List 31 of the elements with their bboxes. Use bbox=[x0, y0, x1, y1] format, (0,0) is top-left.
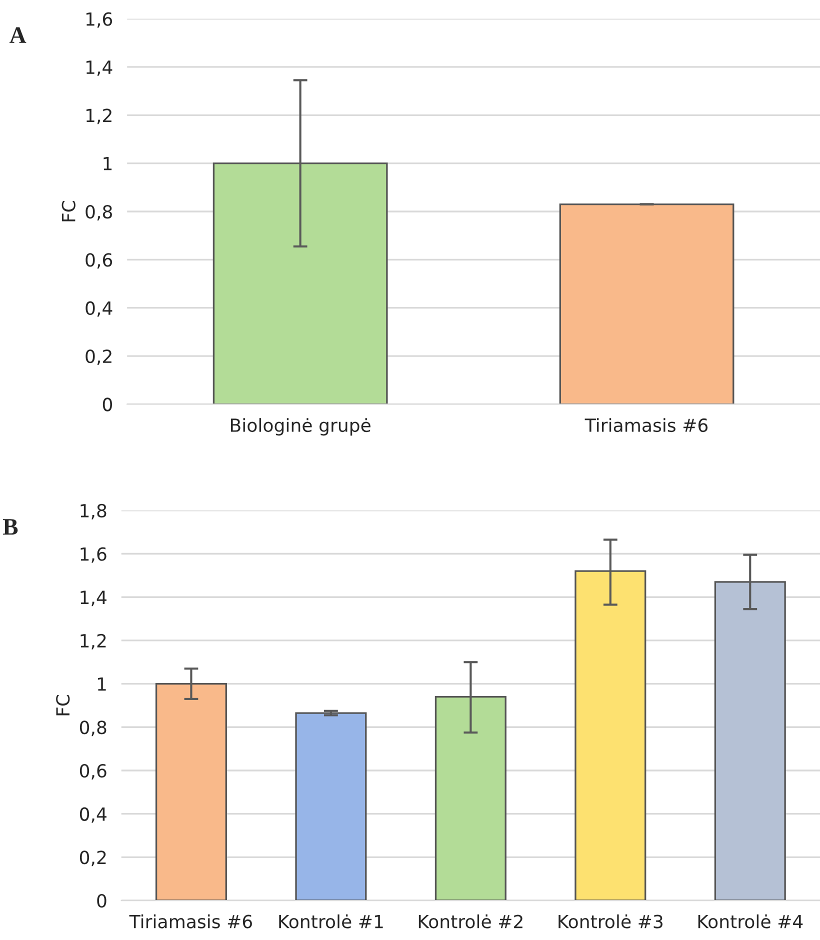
y-tick-label: 0,6 bbox=[86, 253, 112, 269]
x-tick-label: Kontrolė #2 bbox=[418, 914, 522, 928]
y-tick-label: 0,2 bbox=[86, 349, 112, 365]
x-tick-label: Tiriamasis #6 bbox=[129, 914, 252, 928]
x-tick-label: Kontrolė #4 bbox=[698, 914, 803, 928]
y-tick-label: 1 bbox=[98, 677, 106, 691]
x-tick-label: Biologinė grupė bbox=[231, 418, 370, 436]
y-tick-label: 1,8 bbox=[80, 504, 106, 520]
bar bbox=[295, 712, 367, 901]
y-tick-label: 0 bbox=[97, 894, 106, 908]
y-tick-label: 0,6 bbox=[80, 764, 106, 780]
y-tick-label: 0,8 bbox=[80, 720, 106, 736]
y-tick-label: 1,2 bbox=[80, 634, 106, 650]
y-tick-label: 1,4 bbox=[86, 60, 112, 76]
y-tick-label: 0 bbox=[102, 398, 112, 412]
y-tick-label: 1,2 bbox=[86, 108, 112, 124]
x-tick-label: Kontrolė #1 bbox=[279, 914, 383, 928]
y-tick-label: 1,4 bbox=[80, 590, 106, 606]
y-tick-label: 0,8 bbox=[86, 204, 112, 220]
y-tick-label: 1,6 bbox=[80, 547, 106, 563]
chart-title: A bbox=[10, 27, 26, 43]
y-tick-label: 1,6 bbox=[86, 12, 112, 28]
y-axis-title: FC bbox=[56, 694, 70, 716]
y-tick-label: 0,4 bbox=[80, 807, 106, 823]
x-tick-label: Kontrolė #3 bbox=[558, 914, 662, 928]
chart-title: B bbox=[2, 519, 18, 535]
x-tick-label: Tiriamasis #6 bbox=[584, 418, 708, 432]
y-tick-label: 1 bbox=[104, 157, 112, 170]
y-axis-title: FC bbox=[62, 200, 76, 222]
y-tick-label: 0,4 bbox=[86, 301, 112, 317]
y-tick-label: 0,2 bbox=[80, 850, 106, 866]
